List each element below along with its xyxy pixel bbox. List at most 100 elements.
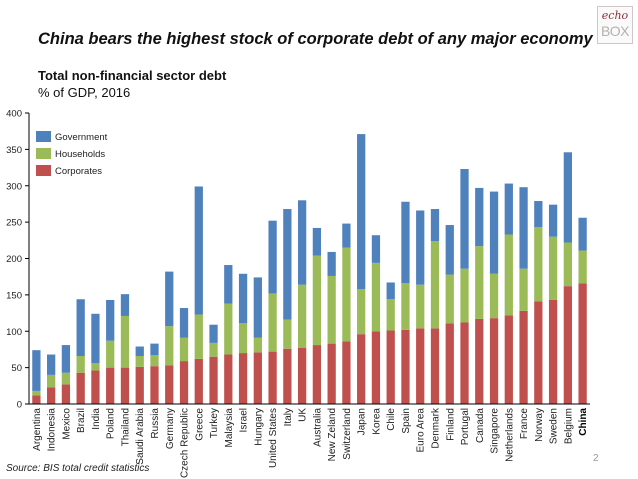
bar-segment-government	[386, 282, 395, 300]
legend-label-government: Government	[55, 132, 108, 143]
bar-segment-government	[150, 343, 159, 356]
bar-segment-government	[312, 227, 322, 256]
bar-segment-corporates	[283, 348, 292, 404]
bar-segment-government	[563, 152, 572, 243]
x-category-label: Malaysia	[224, 408, 235, 448]
bar-segment-corporates	[224, 354, 233, 404]
bar-segment-corporates	[120, 367, 130, 404]
bar-stack-denmark	[430, 209, 440, 404]
x-category-label: Euro Area	[416, 408, 427, 453]
bar-segment-corporates	[460, 322, 469, 404]
x-category-label: Turkey	[209, 408, 220, 438]
bar-segment-government	[238, 273, 248, 324]
bar-segment-government	[548, 204, 558, 237]
x-category-label: Hungary	[253, 408, 264, 446]
x-category-label: Singapore	[490, 408, 501, 454]
source-note: Source: BIS total credit statistics	[6, 463, 150, 474]
x-category-label: Australia	[312, 408, 323, 447]
bar-segment-households	[548, 236, 558, 300]
bar-segment-households	[534, 227, 543, 302]
y-axis: 0 50 100 150 200 250 300 350 400	[6, 109, 30, 411]
bar-stack-turkey	[209, 324, 218, 404]
bar-stack-indonesia	[47, 354, 56, 404]
bar-segment-corporates	[519, 310, 528, 404]
bar-segment-corporates	[357, 334, 366, 404]
bar-stack-argentina	[32, 350, 41, 404]
bar-stack-italy	[283, 209, 292, 404]
bar-segment-corporates	[91, 370, 100, 404]
bar-segment-corporates	[238, 353, 248, 404]
bar-segment-households	[224, 303, 233, 355]
bar-segment-corporates	[76, 372, 85, 404]
y-tick-label: 100	[6, 327, 22, 338]
bar-segment-corporates	[268, 351, 277, 404]
bar-segment-corporates	[327, 343, 336, 404]
bar-segment-households	[209, 342, 218, 357]
x-category-label: Denmark	[430, 407, 441, 449]
x-category-label: China	[578, 408, 589, 436]
page-number: 2	[593, 453, 599, 464]
x-category-label: Netherlands	[504, 408, 515, 462]
bar-segment-government	[179, 307, 189, 338]
bar-segment-corporates	[179, 361, 189, 404]
bar-segment-corporates	[32, 395, 41, 404]
bar-segment-government	[297, 200, 307, 285]
x-category-label: Switzerland	[342, 408, 353, 460]
x-category-label: Spain	[401, 408, 412, 434]
x-category-label: Israel	[239, 408, 250, 432]
bar-segment-households	[519, 268, 528, 311]
bar-stack-chile	[386, 282, 395, 404]
y-tick-label: 250	[6, 218, 22, 229]
bar-segment-corporates	[106, 367, 115, 404]
bar-segment-corporates	[312, 345, 322, 404]
echobox-logo: echo BOX	[597, 6, 633, 44]
bar-segment-households	[430, 241, 440, 329]
bar-stack-india	[91, 313, 100, 404]
bar-segment-corporates	[578, 283, 587, 404]
bar-segment-households	[47, 374, 56, 388]
bar-segment-corporates	[386, 330, 395, 404]
y-tick-label: 200	[6, 254, 22, 265]
x-axis: Argentina Indonesia Mexico Brazil India Polan…	[29, 403, 590, 478]
x-category-label: Mexico	[61, 408, 72, 440]
bar-segment-households	[106, 340, 115, 368]
bar-segment-government	[489, 191, 499, 274]
bar-segment-government	[342, 223, 351, 248]
chart-title: Total non-financial sector debt	[38, 68, 227, 83]
bar-segment-corporates	[548, 299, 558, 404]
bar-stack-united-states	[268, 220, 277, 404]
bar-segment-corporates	[445, 323, 454, 404]
bar-segment-households	[61, 372, 71, 385]
bar-segment-government	[120, 294, 130, 316]
bar-stack-switzerland	[342, 223, 351, 404]
bar-stack-poland	[106, 299, 115, 404]
y-tick-label: 150	[6, 290, 22, 301]
bar-segment-corporates	[342, 341, 351, 404]
x-category-label: Korea	[371, 408, 382, 435]
bar-segment-government	[401, 201, 410, 284]
bar-segment-government	[357, 134, 366, 290]
x-category-label: India	[91, 408, 102, 430]
bar-segment-government	[47, 354, 56, 375]
x-category-label: Chile	[386, 408, 397, 431]
bar-segment-households	[268, 293, 277, 352]
legend-label-households: Households	[55, 149, 105, 160]
bars-group	[32, 134, 587, 404]
x-category-label: Sweden	[549, 408, 560, 444]
bar-stack-brazil	[76, 299, 85, 404]
bar-segment-households	[401, 283, 410, 330]
legend-swatch-government	[36, 131, 51, 142]
bar-stack-canada	[475, 187, 484, 404]
bar-segment-corporates	[194, 358, 203, 404]
x-category-label: Argentina	[32, 408, 43, 451]
bar-segment-government	[91, 313, 100, 364]
bar-segment-corporates	[563, 286, 572, 404]
bar-segment-households	[76, 355, 85, 373]
bar-segment-households	[120, 315, 130, 368]
bar-segment-government	[61, 345, 71, 373]
bar-segment-households	[194, 314, 203, 359]
x-category-label: Portugal	[460, 408, 471, 445]
x-category-label: Poland	[106, 408, 117, 439]
x-category-label: Canada	[475, 408, 486, 443]
